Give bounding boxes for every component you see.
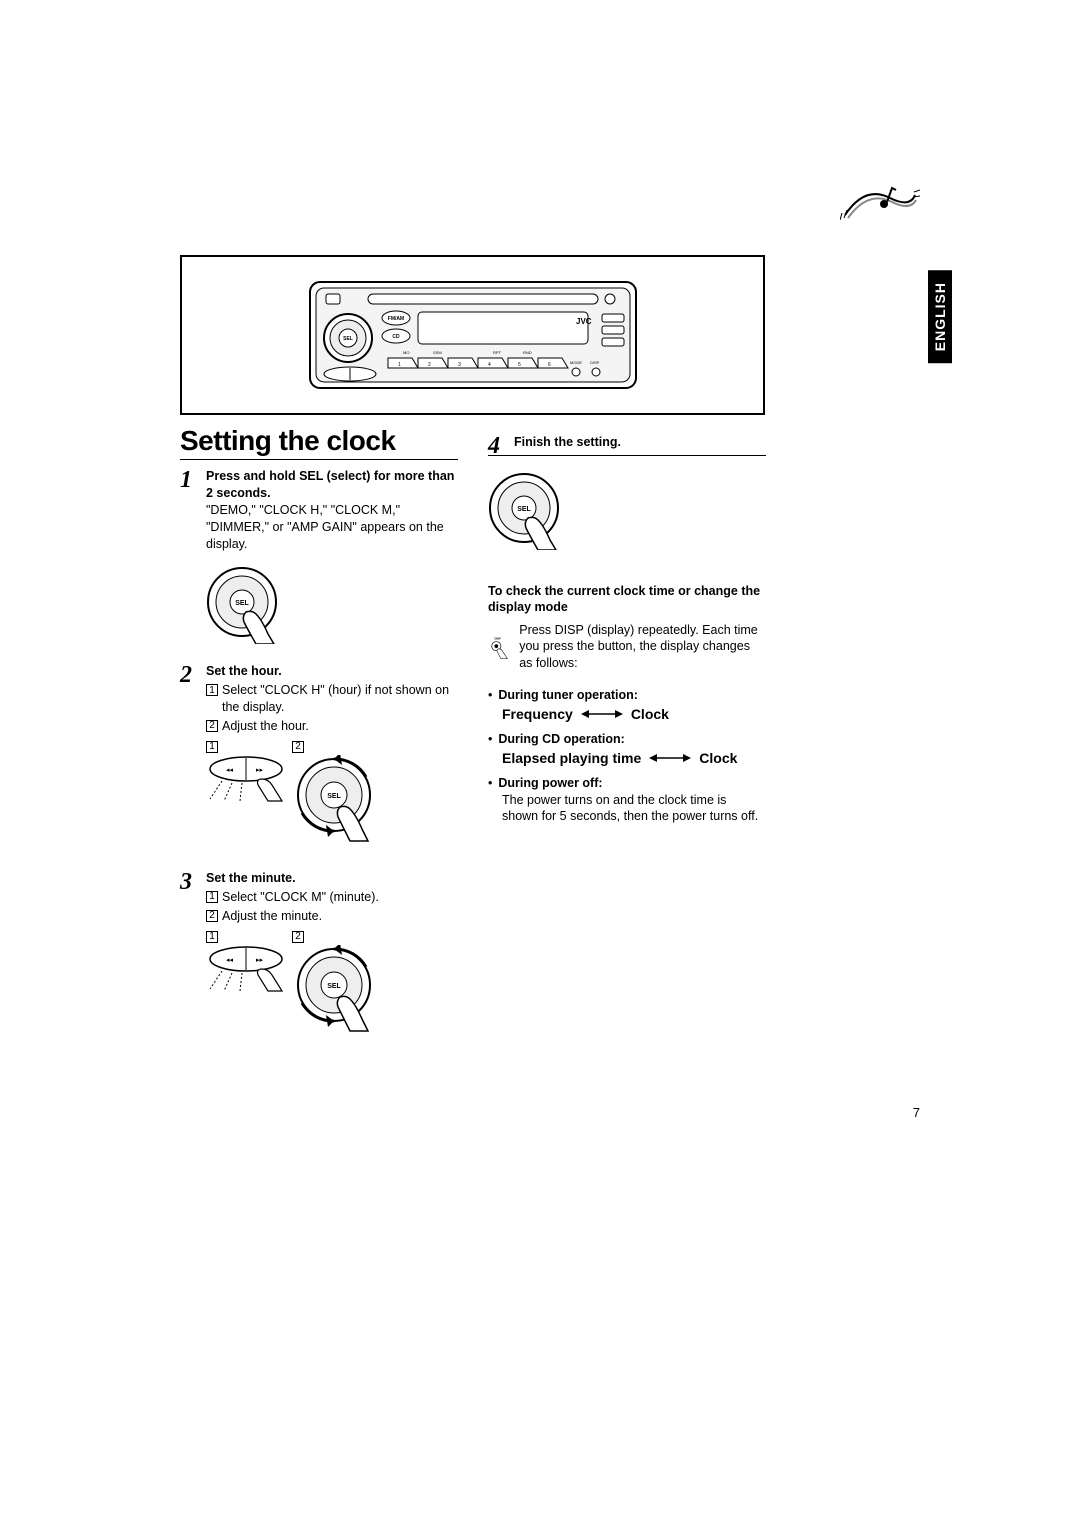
- power-off-head: During power off:: [498, 776, 602, 790]
- cd-mode-arrow: Elapsed playing time Clock: [502, 750, 766, 766]
- sel-dial-press-icon: SEL: [206, 566, 284, 644]
- svg-text:RND: RND: [523, 350, 532, 355]
- music-flourish-icon: [840, 180, 920, 230]
- substep-num: 2: [206, 910, 218, 922]
- svg-text:▸▸: ▸▸: [256, 957, 264, 964]
- fig-label-2b: 2: [292, 931, 304, 943]
- svg-text:CD: CD: [392, 334, 400, 340]
- car-stereo-icon: JVC SEL FM/AM CD MO SSM RPT RND: [308, 280, 638, 390]
- svg-text:▸▸: ▸▸: [256, 767, 264, 774]
- step-1: 1 Press and hold SEL (select) for more t…: [180, 468, 458, 552]
- step-3: 3 Set the minute. 1 Select "CLOCK M" (min…: [180, 870, 458, 925]
- check-display-head: To check the current clock time or chang…: [488, 583, 766, 616]
- svg-text:DISP: DISP: [494, 636, 501, 640]
- step-number: 3: [180, 870, 198, 925]
- double-arrow-icon: [581, 708, 623, 720]
- substep-num: 2: [206, 720, 218, 732]
- double-arrow-icon: [649, 752, 691, 764]
- fig-label-1b: 1: [206, 931, 218, 943]
- jvc-logo: JVC: [576, 317, 592, 326]
- disp-button-icon: DISP: [488, 622, 509, 674]
- svg-text:MO: MO: [403, 350, 409, 355]
- stereo-illustration-frame: JVC SEL FM/AM CD MO SSM RPT RND: [180, 255, 765, 415]
- step-3-sub1: Select "CLOCK M" (minute).: [222, 889, 379, 906]
- step-2-sub2: Adjust the hour.: [222, 718, 309, 735]
- step-4-head: Finish the setting.: [514, 434, 621, 451]
- svg-text:4: 4: [488, 362, 491, 368]
- seek-rocker-icon: ◂◂ ▸▸: [206, 945, 286, 993]
- svg-text:SEL: SEL: [517, 506, 531, 513]
- svg-text:SSM: SSM: [433, 350, 442, 355]
- svg-text:FM/AM: FM/AM: [387, 316, 403, 322]
- svg-text:RPT: RPT: [493, 350, 502, 355]
- svg-text:2: 2: [428, 362, 431, 368]
- sel-dial-press-icon: SEL: [488, 472, 566, 550]
- svg-text:SEL: SEL: [343, 336, 353, 342]
- tuner-mode-head: During tuner operation:: [498, 688, 638, 702]
- fig-label-1: 1: [206, 741, 218, 753]
- svg-text:3: 3: [458, 362, 461, 368]
- cd-mode-head: During CD operation:: [498, 732, 624, 746]
- step-number: 4: [488, 434, 506, 458]
- language-tab: ENGLISH: [928, 270, 952, 363]
- svg-text:SEL: SEL: [327, 793, 341, 800]
- svg-text:DISP: DISP: [590, 360, 600, 365]
- power-off-body: The power turns on and the clock time is…: [502, 792, 766, 826]
- left-column: Setting the clock 1 Press and hold SEL (…: [180, 425, 458, 1060]
- step-number: 2: [180, 663, 198, 735]
- svg-text:SEL: SEL: [235, 600, 249, 607]
- svg-text:◂◂: ◂◂: [226, 957, 234, 964]
- svg-text:6: 6: [548, 362, 551, 368]
- step-2-sub1: Select "CLOCK H" (hour) if not shown on …: [222, 682, 458, 716]
- svg-text:◂◂: ◂◂: [226, 767, 234, 774]
- tuner-mode-arrow: Frequency Clock: [502, 706, 766, 722]
- sel-dial-rotate-icon: SEL: [292, 755, 382, 851]
- step-1-body: "DEMO," "CLOCK H," "CLOCK M," "DIMMER," …: [206, 502, 458, 553]
- step-4: 4 Finish the setting.: [488, 434, 766, 458]
- substep-num: 1: [206, 891, 218, 903]
- step-2-head: Set the hour.: [206, 663, 458, 680]
- step-2: 2 Set the hour. 1 Select "CLOCK H" (hour)…: [180, 663, 458, 735]
- step-3-sub2: Adjust the minute.: [222, 908, 322, 925]
- check-display-body: Press DISP (display) repeatedly. Each ti…: [519, 622, 766, 674]
- sel-dial-rotate-icon: SEL: [292, 945, 382, 1041]
- right-column: 4 Finish the setting. SEL To check the c…: [488, 425, 766, 1060]
- seek-rocker-icon: ◂◂ ▸▸: [206, 755, 286, 803]
- fig-label-2: 2: [292, 741, 304, 753]
- svg-text:5: 5: [518, 362, 521, 368]
- step-number: 1: [180, 468, 198, 552]
- svg-text:MODE: MODE: [570, 360, 582, 365]
- section-title: Setting the clock: [180, 425, 396, 457]
- svg-text:1: 1: [398, 362, 401, 368]
- page-number: 7: [913, 1105, 920, 1120]
- svg-text:SEL: SEL: [327, 983, 341, 990]
- step-3-head: Set the minute.: [206, 870, 379, 887]
- step-1-head: Press and hold SEL (select) for more tha…: [206, 468, 458, 502]
- substep-num: 1: [206, 684, 218, 696]
